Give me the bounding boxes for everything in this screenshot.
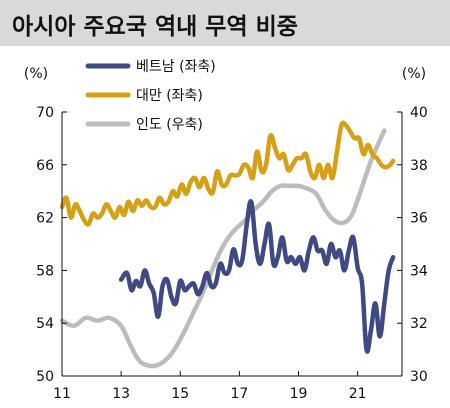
left-tick-label: 70 bbox=[36, 105, 54, 121]
chart-title: 아시아 주요국 역내 무역 비중 bbox=[12, 14, 298, 40]
series-line-vietnam bbox=[118, 199, 396, 354]
left-tick-label: 62 bbox=[36, 211, 54, 227]
x-tick-label: 19 bbox=[290, 386, 308, 402]
series-layer bbox=[59, 120, 396, 369]
series-line-taiwan bbox=[59, 120, 396, 227]
left-axis-unit: (%) bbox=[24, 66, 48, 82]
left-tick-label: 54 bbox=[36, 316, 54, 332]
title-bar: 아시아 주요국 역내 무역 비중 bbox=[0, 0, 450, 46]
right-tick-label: 40 bbox=[410, 105, 428, 121]
x-tick-label: 21 bbox=[349, 386, 367, 402]
left-tick-label: 50 bbox=[36, 369, 54, 385]
right-tick-label: 36 bbox=[410, 211, 428, 227]
right-tick-label: 38 bbox=[410, 158, 428, 174]
x-tick-label: 11 bbox=[53, 386, 71, 402]
legend-label-india: 인도 (우축) bbox=[136, 117, 203, 133]
right-tick-label: 34 bbox=[410, 263, 428, 279]
series-line-india bbox=[59, 128, 387, 369]
right-axis-unit: (%) bbox=[402, 66, 426, 82]
legend-label-vietnam: 베트남 (좌축) bbox=[136, 59, 216, 75]
x-tick-label: 15 bbox=[171, 386, 189, 402]
left-tick-label: 58 bbox=[36, 263, 54, 279]
right-tick-label: 32 bbox=[410, 316, 428, 332]
axes-layer: 50 54 58 62 66 70 30 32 34 36 38 40 11 13 15 17 19 21 (%) (… bbox=[24, 66, 428, 402]
x-tick-label: 17 bbox=[230, 386, 248, 402]
left-tick-label: 66 bbox=[36, 158, 54, 174]
legend-label-taiwan: 대만 (좌축) bbox=[136, 88, 203, 104]
x-tick-label: 13 bbox=[112, 386, 130, 402]
right-tick-label: 30 bbox=[410, 369, 428, 385]
legend: 베트남 (좌축) 대만 (좌축) 인도 (우축) bbox=[85, 59, 216, 133]
